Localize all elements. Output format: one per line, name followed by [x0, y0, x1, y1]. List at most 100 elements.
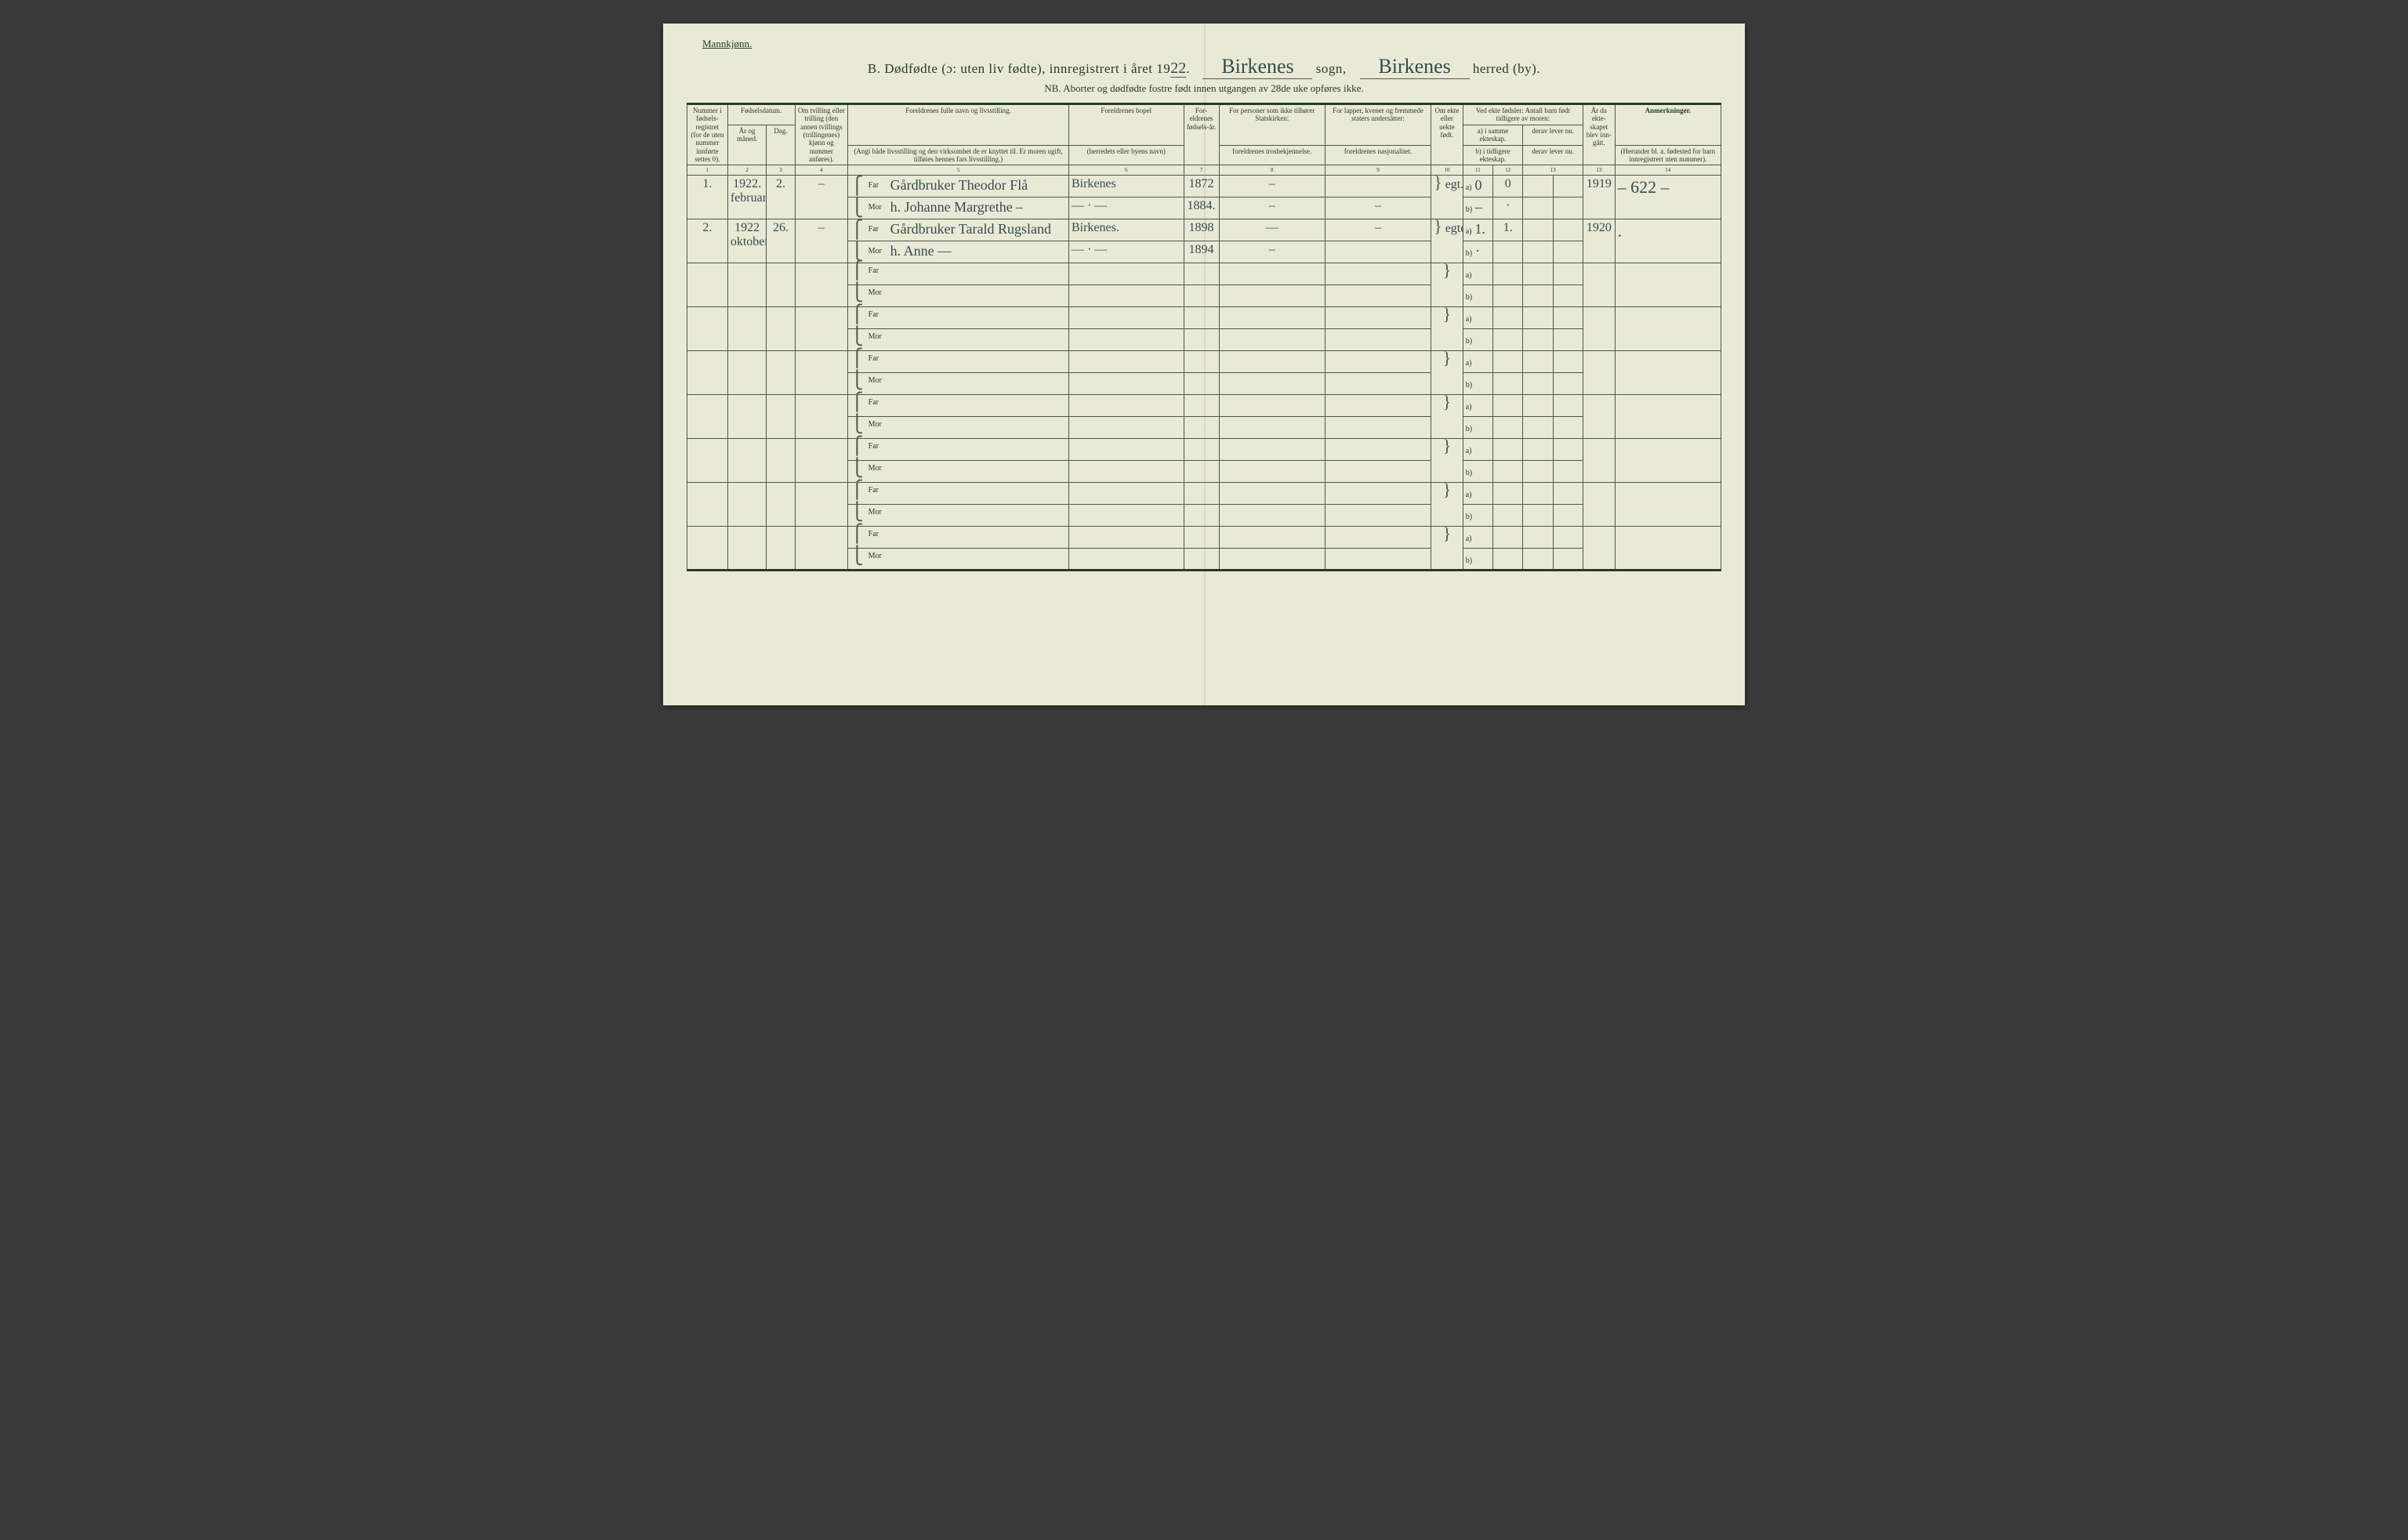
cell	[1523, 351, 1553, 373]
cell	[1493, 527, 1523, 549]
cell: 1922oktober	[727, 219, 767, 263]
hdr-rel: For personer som ikke tilhører Statskirk…	[1219, 104, 1325, 146]
cell	[1219, 329, 1325, 351]
cell	[767, 395, 795, 439]
title-line: B. Dødfødte (ɔ: uten liv fødte), innregi…	[687, 55, 1721, 79]
colnum: 1	[687, 165, 728, 176]
cell: 0	[1493, 176, 1523, 197]
cell	[1523, 483, 1553, 505]
cell: ⎩Mor	[848, 285, 1069, 307]
cell	[727, 439, 767, 483]
cell	[1219, 263, 1325, 285]
hdr-a-same: a) i samme ekteskap.	[1463, 125, 1523, 145]
colnum: 8	[1219, 165, 1325, 176]
cell	[687, 307, 728, 351]
cell: a)	[1463, 263, 1492, 285]
cell: –	[1325, 197, 1431, 219]
cell	[1553, 176, 1583, 197]
cell	[1184, 285, 1219, 307]
cell	[1615, 307, 1721, 351]
cell	[1184, 417, 1219, 439]
cell	[1325, 439, 1431, 461]
cell: Birkenes.	[1068, 219, 1184, 241]
cell: ⎧Far	[848, 307, 1069, 329]
cell	[1615, 439, 1721, 483]
cell: –	[1219, 241, 1325, 263]
cell	[1553, 483, 1583, 505]
cell: –	[795, 176, 848, 219]
cell: }	[1431, 483, 1463, 527]
cell: —	[1219, 219, 1325, 241]
register-table: Nummer i fødsels-registret (for de uten …	[687, 103, 1721, 571]
cell	[727, 483, 767, 527]
cell	[727, 527, 767, 571]
hdr-parents-name: Foreldrenes fulle navn og livsstilling.	[848, 104, 1069, 146]
cell	[1068, 417, 1184, 439]
cell	[1493, 351, 1523, 373]
cell	[1184, 527, 1219, 549]
hdr-parents-name-top: Foreldrenes fulle navn og livsstilling.	[850, 107, 1066, 114]
cell	[1583, 527, 1616, 571]
hdr-rel-top: For personer som ikke tilhører Statskirk…	[1222, 107, 1322, 123]
cell: b) ·	[1463, 241, 1492, 263]
cell	[1325, 527, 1431, 549]
cell	[1219, 505, 1325, 527]
cell	[1583, 307, 1616, 351]
cell	[767, 307, 795, 351]
cell: 2.	[767, 176, 795, 219]
cell	[1553, 549, 1583, 571]
cell: a)	[1463, 527, 1492, 549]
cell: — · —	[1068, 241, 1184, 263]
cell	[1523, 505, 1553, 527]
cell	[1325, 483, 1431, 505]
cell	[767, 439, 795, 483]
register-page: Mannkjønn. B. Dødfødte (ɔ: uten liv født…	[663, 24, 1745, 705]
cell: 1922.februar	[727, 176, 767, 219]
cell: ⎩Morh. Johanne Margrethe –	[848, 197, 1069, 219]
cell: } egte.	[1431, 219, 1463, 263]
colnum: 14	[1615, 165, 1721, 176]
cell	[1068, 329, 1184, 351]
colnum: 12	[1493, 165, 1523, 176]
cell	[1615, 395, 1721, 439]
cell	[1219, 285, 1325, 307]
cell: 1919	[1583, 176, 1616, 219]
cell: –	[1219, 176, 1325, 197]
cell	[687, 483, 728, 527]
cell	[727, 307, 767, 351]
entry-row-far: ⎧Far} a)	[687, 483, 1721, 505]
cell	[795, 439, 848, 483]
cell	[687, 263, 728, 307]
cell	[1184, 373, 1219, 395]
cell	[767, 527, 795, 571]
cell	[1493, 461, 1523, 483]
hdr-remarks-top: Anmerkninger.	[1618, 107, 1718, 114]
table-head: Nummer i fødsels-registret (for de uten …	[687, 104, 1721, 176]
cell: 1898	[1184, 219, 1219, 241]
cell	[687, 395, 728, 439]
cell	[1219, 307, 1325, 329]
entry-row-far: ⎧Far} a)	[687, 439, 1721, 461]
cell	[795, 483, 848, 527]
cell	[1523, 527, 1553, 549]
cell	[1523, 241, 1553, 263]
cell	[1583, 351, 1616, 395]
hdr-remarks: Anmerkninger.	[1615, 104, 1721, 146]
colnum: 13	[1583, 165, 1616, 176]
cell: b) –	[1463, 197, 1492, 219]
hdr-parents-sub: (Angi både livsstilling og den virksomhe…	[848, 145, 1069, 165]
cell: ⎩Morh. Anne —	[848, 241, 1069, 263]
table-body: 1.1922.februar2.–⎧FarGårdbruker Theodor …	[687, 176, 1721, 571]
cell	[1219, 373, 1325, 395]
cell	[1493, 505, 1523, 527]
cell: ⎧FarGårdbruker Theodor Flå	[848, 176, 1069, 197]
cell	[1553, 417, 1583, 439]
nb-line: NB. Aborter og dødfødte fostre født inne…	[687, 82, 1721, 95]
cell: }	[1431, 351, 1463, 395]
year-suffix: 22	[1170, 60, 1186, 78]
cell	[1553, 307, 1583, 329]
cell	[1615, 263, 1721, 307]
cell	[1184, 549, 1219, 571]
cell: ⎩Mor	[848, 461, 1069, 483]
cell	[1553, 197, 1583, 219]
